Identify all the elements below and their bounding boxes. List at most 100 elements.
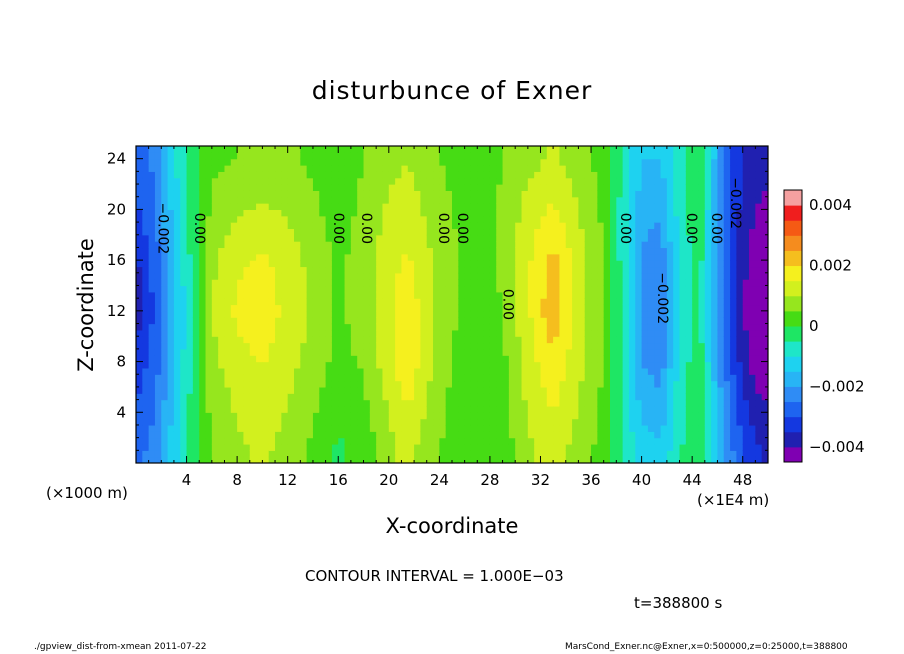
heatmap-cell bbox=[622, 367, 630, 375]
heatmap-cell bbox=[464, 228, 472, 236]
contour-interval-text: CONTOUR INTERVAL = 1.000E−03 bbox=[305, 567, 564, 585]
heatmap-cell bbox=[243, 418, 251, 426]
heatmap-cell bbox=[439, 348, 447, 356]
heatmap-cell bbox=[464, 253, 472, 261]
heatmap-cell bbox=[154, 310, 162, 318]
heatmap-cell bbox=[287, 241, 295, 249]
heatmap-cell bbox=[363, 171, 371, 179]
heatmap-cell bbox=[622, 386, 630, 394]
heatmap-cell bbox=[192, 184, 200, 191]
heatmap-cell bbox=[256, 342, 263, 350]
heatmap-cell bbox=[660, 222, 668, 230]
heatmap-cell bbox=[344, 443, 352, 451]
heatmap-cell bbox=[173, 291, 181, 299]
heatmap-cell bbox=[275, 443, 282, 451]
heatmap-cell bbox=[338, 291, 346, 299]
heatmap-cell bbox=[515, 203, 523, 210]
heatmap-cell bbox=[369, 329, 377, 337]
heatmap-cell bbox=[287, 418, 295, 426]
heatmap-cell bbox=[262, 228, 270, 236]
heatmap-cell bbox=[458, 399, 466, 407]
heatmap-cell bbox=[388, 374, 396, 382]
heatmap-cell bbox=[470, 304, 478, 312]
heatmap-cell bbox=[433, 241, 440, 249]
heatmap-cell bbox=[761, 272, 768, 280]
heatmap-cell bbox=[218, 329, 226, 337]
heatmap-cell bbox=[426, 272, 434, 280]
heatmap-cell bbox=[572, 203, 579, 210]
heatmap-cell bbox=[452, 146, 459, 153]
heatmap-cell bbox=[167, 431, 175, 439]
heatmap-cell bbox=[388, 361, 396, 369]
heatmap-cell bbox=[647, 336, 655, 344]
heatmap-cell bbox=[692, 260, 700, 268]
heatmap-cell bbox=[148, 184, 156, 191]
heatmap-cell bbox=[534, 209, 542, 217]
heatmap-cell bbox=[414, 241, 421, 249]
heatmap-cell bbox=[470, 348, 478, 356]
heatmap-cell bbox=[483, 393, 491, 401]
heatmap-cell bbox=[230, 291, 238, 299]
heatmap-cell bbox=[281, 380, 289, 388]
heatmap-cell bbox=[319, 165, 327, 172]
heatmap-cell bbox=[477, 260, 485, 268]
heatmap-cell bbox=[287, 412, 295, 420]
heatmap-cell bbox=[477, 272, 485, 280]
heatmap-cell bbox=[382, 203, 390, 210]
heatmap-cell bbox=[224, 310, 232, 318]
heatmap-cell bbox=[186, 209, 194, 217]
heatmap-cell bbox=[287, 228, 295, 236]
heatmap-cell bbox=[205, 393, 213, 401]
heatmap-cell bbox=[603, 342, 611, 350]
heatmap-cell bbox=[647, 272, 655, 280]
heatmap-cell bbox=[180, 285, 188, 293]
heatmap-cell bbox=[666, 317, 674, 325]
heatmap-cell bbox=[344, 386, 352, 394]
heatmap-cell bbox=[666, 228, 674, 236]
heatmap-cell bbox=[306, 304, 314, 312]
heatmap-cell bbox=[641, 367, 649, 375]
heatmap-cell bbox=[312, 190, 320, 198]
heatmap-cell bbox=[154, 399, 162, 407]
heatmap-cell bbox=[660, 215, 668, 223]
heatmap-cell bbox=[666, 393, 674, 401]
heatmap-cell bbox=[591, 393, 598, 401]
heatmap-cell bbox=[622, 399, 630, 407]
heatmap-cell bbox=[319, 253, 327, 261]
heatmap-cell bbox=[407, 405, 415, 413]
heatmap-cell bbox=[433, 298, 440, 306]
heatmap-cell bbox=[515, 348, 523, 356]
heatmap-cell bbox=[281, 253, 289, 261]
heatmap-cell bbox=[275, 165, 282, 172]
heatmap-cell bbox=[527, 443, 535, 451]
heatmap-cell bbox=[565, 342, 573, 350]
heatmap-cell bbox=[660, 367, 668, 375]
heatmap-cell bbox=[647, 443, 655, 451]
heatmap-cell bbox=[508, 234, 516, 242]
heatmap-cell bbox=[319, 399, 327, 407]
heatmap-cell bbox=[382, 241, 390, 249]
heatmap-cell bbox=[237, 253, 245, 261]
heatmap-cell bbox=[325, 399, 333, 407]
heatmap-cell bbox=[211, 253, 219, 261]
heatmap-cell bbox=[275, 241, 282, 249]
heatmap-cell bbox=[572, 405, 579, 413]
heatmap-cell bbox=[616, 203, 624, 210]
heatmap-cell bbox=[395, 298, 403, 306]
heatmap-cell bbox=[154, 355, 162, 363]
heatmap-cell bbox=[294, 222, 301, 230]
heatmap-cell bbox=[192, 158, 200, 166]
heatmap-cell bbox=[610, 228, 617, 236]
heatmap-cell bbox=[666, 323, 674, 331]
heatmap-cell bbox=[420, 399, 428, 407]
heatmap-cell bbox=[294, 247, 301, 255]
heatmap-cell bbox=[224, 348, 232, 356]
heatmap-cell bbox=[173, 310, 181, 318]
heatmap-cell bbox=[142, 374, 150, 382]
heatmap-cell bbox=[508, 222, 516, 230]
heatmap-cell bbox=[154, 228, 162, 236]
heatmap-cell bbox=[249, 405, 257, 413]
heatmap-cell bbox=[458, 272, 466, 280]
heatmap-cell bbox=[749, 222, 756, 230]
heatmap-cell bbox=[452, 196, 459, 204]
